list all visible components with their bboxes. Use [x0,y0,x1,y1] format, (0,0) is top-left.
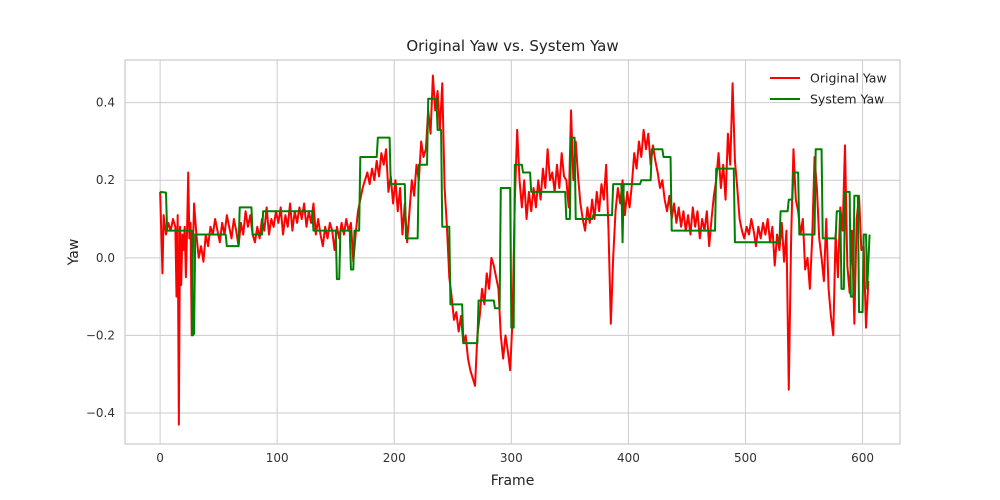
x-tick-label: 0 [156,451,164,465]
plot-frame [124,59,901,445]
series-line-system-yaw [159,97,871,345]
x-axis-label: Frame [491,473,535,489]
x-tick-label: 600 [851,451,874,465]
legend: Original Yaw System Yaw [770,71,887,107]
chart-title: Original Yaw vs. System Yaw [406,37,618,55]
x-tick-label: 500 [734,451,757,465]
y-tick-label: 0.2 [96,173,115,187]
tick-labels: 0 100 200 300 400 500 600 −0.4 −0.2 0.0 0.2 0.4 [86,96,874,465]
grid-lines [125,60,900,444]
x-tick-label: 300 [500,451,523,465]
series-layer [159,74,871,426]
series-line-original-yaw [159,74,870,426]
legend-entry-label: Original Yaw [810,71,887,86]
y-tick-label: −0.2 [86,328,115,342]
x-tick-label: 200 [383,451,406,465]
legend-entry-label: System Yaw [810,92,884,107]
y-tick-label: 0.0 [96,251,115,265]
y-tick-label: 0.4 [96,96,115,110]
x-tick-label: 100 [266,451,289,465]
x-tick-label: 400 [617,451,640,465]
y-tick-label: −0.4 [86,406,115,420]
y-axis-label: Yaw [66,239,82,267]
